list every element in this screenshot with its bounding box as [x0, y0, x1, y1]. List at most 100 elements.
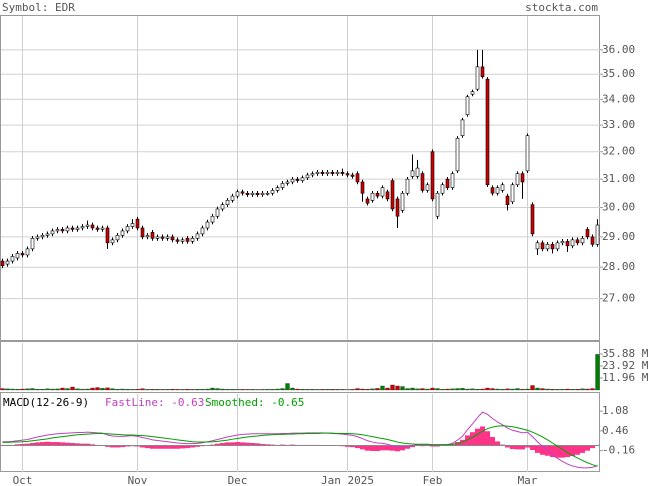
volume-bar: [150, 389, 155, 391]
volume-bar: [110, 388, 115, 391]
candle-body: [585, 229, 590, 238]
candle-body: [20, 253, 25, 256]
macd-histogram-bar: [50, 442, 55, 446]
volume-bar: [300, 389, 305, 391]
macd-histogram-bar: [470, 432, 475, 446]
volume-bar: [30, 388, 35, 391]
candle-body: [580, 238, 585, 244]
volume-bar: [180, 389, 185, 391]
macd-histogram-bar: [190, 445, 195, 448]
y-tick-label: 0.46: [602, 424, 629, 437]
y-tick-label: 34.00: [602, 92, 635, 105]
candle-body: [520, 173, 525, 183]
macd-histogram-bar: [380, 445, 385, 451]
candle-body: [85, 224, 90, 227]
volume-bar: [185, 389, 190, 391]
candle-body: [180, 239, 185, 242]
candle-body: [570, 239, 575, 247]
macd-histogram-bar: [20, 443, 25, 446]
candle-body: [495, 187, 500, 194]
volume-bar: [315, 389, 320, 391]
macd-histogram-bar: [240, 442, 245, 446]
volume-bar: [570, 389, 575, 391]
candle-body: [160, 236, 165, 239]
candle-body: [270, 190, 275, 194]
volume-bar: [490, 388, 495, 391]
macd-histogram-bar: [80, 443, 85, 446]
candle-body: [195, 233, 200, 239]
macd-histogram-bar: [250, 443, 255, 446]
macd-histogram-bar: [260, 443, 265, 446]
macd-histogram-bar: [550, 445, 555, 458]
macd-histogram-bar: [160, 445, 165, 449]
volume-bar: [105, 387, 110, 391]
volume-bar: [365, 389, 370, 391]
candle-body: [315, 171, 320, 174]
volume-bar: [465, 388, 470, 391]
macd-histogram-bar: [485, 431, 490, 446]
volume-bar: [35, 388, 40, 391]
volume-bar: [20, 388, 25, 391]
candle-body: [175, 239, 180, 242]
macd-histogram-bar: [70, 443, 75, 446]
volume-bar: [145, 389, 150, 391]
y-tick-label: -0.16: [602, 444, 635, 457]
volume-bar: [80, 388, 85, 391]
volume-bar: [390, 384, 395, 391]
volume-bar: [510, 388, 515, 391]
volume-bar: [130, 389, 135, 391]
macd-histogram-bar: [535, 445, 540, 453]
y-tick-label: 31.00: [602, 172, 635, 185]
x-tick-label: Oct: [13, 474, 33, 486]
candle-body: [560, 241, 565, 244]
volume-bar: [335, 389, 340, 391]
volume-bar: [360, 388, 365, 391]
candle-body: [240, 191, 245, 194]
macd-histogram-bar: [165, 445, 170, 449]
candle-body: [335, 171, 340, 174]
macd-histogram-bar: [55, 442, 60, 446]
candle-body: [310, 173, 315, 176]
volume-bar: [410, 387, 415, 391]
volume-bar: [45, 388, 50, 391]
candle-body: [565, 241, 570, 247]
volume-bar: [175, 389, 180, 391]
volume-bar: [565, 388, 570, 391]
candle-body: [275, 187, 280, 191]
candle-body: [60, 229, 65, 232]
volume-bar: [235, 389, 240, 391]
candle-body: [210, 215, 215, 223]
candle-body: [145, 235, 150, 238]
candle-body: [540, 242, 545, 250]
candle-body: [350, 174, 355, 177]
candle-body: [250, 192, 255, 195]
macd-histogram-bar: [15, 444, 20, 446]
candle-body: [415, 167, 420, 177]
macd-histogram-bar: [530, 445, 535, 451]
candle-body: [405, 178, 410, 194]
candle-body: [485, 78, 490, 186]
y-tick-label: 35.00: [602, 67, 635, 80]
candle-body: [325, 171, 330, 174]
volume-bar: [200, 389, 205, 391]
macd-histogram-bar: [230, 442, 235, 446]
macd-histogram-bar: [145, 445, 150, 449]
volume-bar: [205, 388, 210, 391]
macd-histogram-bar: [590, 445, 595, 449]
macd-histogram-bar: [460, 439, 465, 446]
y-tick-label: 33.00: [602, 118, 635, 131]
macd-histogram-bar: [355, 445, 360, 449]
macd-histogram-bar: [155, 445, 160, 449]
macd-histogram-bar: [60, 442, 65, 446]
volume-bar: [15, 389, 20, 391]
volume-bar: [595, 354, 600, 391]
volume-bar: [420, 388, 425, 391]
macd-histogram-bar: [580, 445, 585, 453]
macd-histogram-bar: [395, 445, 400, 452]
volume-bar: [440, 389, 445, 391]
volume-bar: [485, 387, 490, 391]
x-tick-label: Feb: [423, 474, 443, 486]
volume-bar: [515, 388, 520, 391]
candle-body: [400, 192, 405, 211]
candle-body: [515, 173, 520, 186]
